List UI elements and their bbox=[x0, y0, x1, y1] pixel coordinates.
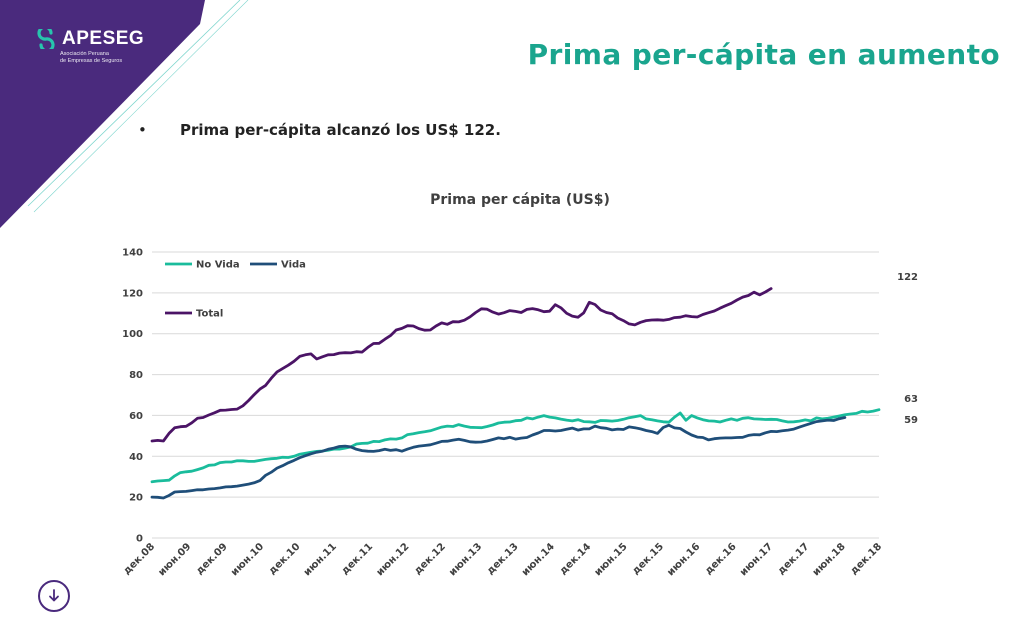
x-tick-label: июн.10 bbox=[229, 541, 266, 578]
x-tick-label: июн.15 bbox=[593, 541, 630, 578]
y-tick-label: 0 bbox=[136, 534, 143, 545]
slide-title: Prima per-cápita en aumento bbox=[527, 38, 1000, 71]
corner-decoration bbox=[0, 0, 249, 228]
x-tick-label: июн.18 bbox=[811, 541, 848, 578]
x-tick-label: июн.16 bbox=[665, 541, 702, 578]
x-tick-label: дек.18 bbox=[849, 541, 885, 577]
y-axis-ticks: 0 20 40 60 80 100 120 140 bbox=[122, 248, 143, 545]
legend-label: Total bbox=[196, 309, 223, 320]
legend-label: No Vida bbox=[196, 260, 240, 271]
x-tick-label: дек.11 bbox=[340, 541, 376, 577]
end-label-total: 122 bbox=[897, 272, 918, 283]
x-tick-label: дек.09 bbox=[194, 541, 230, 577]
scroll-down-button[interactable] bbox=[38, 580, 70, 612]
x-tick-label: июн.13 bbox=[447, 541, 484, 578]
x-tick-label: дек.10 bbox=[267, 541, 303, 577]
logo-tagline-line-1: Asociación Peruana bbox=[60, 51, 109, 57]
chart-title: Prima per cápita (US$) bbox=[430, 192, 610, 208]
end-value-labels: 63 59 122 bbox=[897, 272, 918, 426]
chart-gridlines bbox=[152, 251, 879, 539]
end-label-no-vida: 63 bbox=[904, 394, 918, 405]
x-tick-label: июн.12 bbox=[375, 541, 412, 578]
logo-wordmark: APESEG bbox=[62, 28, 145, 49]
y-tick-label: 40 bbox=[129, 452, 143, 463]
x-axis-ticks: дек.08 июн.09 дек.09 июн.10 дек.10 июн.11 дек.… bbox=[122, 541, 885, 578]
chart-series bbox=[150, 287, 881, 500]
bullet-text: Prima per-cápita alcanzó los US$ 122. bbox=[180, 121, 501, 139]
x-tick-label: июн.14 bbox=[520, 541, 557, 578]
apeseg-logo-mark-icon bbox=[37, 29, 55, 49]
series-line-no-vida bbox=[150, 408, 881, 484]
y-tick-label: 100 bbox=[122, 329, 143, 340]
chart-legend: No Vida Vida Total bbox=[165, 260, 306, 320]
legend-label: Vida bbox=[281, 260, 306, 271]
end-label-vida: 59 bbox=[904, 415, 918, 426]
x-tick-label: дек.12 bbox=[412, 541, 448, 577]
y-tick-label: 60 bbox=[129, 411, 143, 422]
x-tick-label: дек.16 bbox=[703, 541, 739, 577]
x-tick-label: июн.17 bbox=[738, 541, 775, 578]
apeseg-logo: APESEG Asociación Peruana de Empresas de… bbox=[36, 28, 144, 65]
x-tick-label: дек.15 bbox=[630, 541, 666, 577]
y-tick-label: 20 bbox=[129, 493, 143, 504]
arrow-down-circle-icon bbox=[49, 589, 59, 602]
x-tick-label: дек.14 bbox=[558, 541, 594, 577]
y-tick-label: 120 bbox=[122, 288, 143, 299]
x-tick-label: июн.11 bbox=[302, 541, 339, 578]
x-tick-label: дек.13 bbox=[485, 541, 521, 577]
series-line-vida bbox=[150, 416, 847, 500]
logo-tagline-line-2: de Empresas de Seguros bbox=[60, 58, 123, 64]
y-tick-label: 80 bbox=[129, 370, 143, 381]
x-tick-label: дек.08 bbox=[122, 541, 158, 577]
bullet-symbol: • bbox=[138, 121, 147, 139]
x-tick-label: июн.09 bbox=[156, 541, 193, 578]
series-line-total bbox=[150, 287, 773, 443]
y-tick-label: 140 bbox=[122, 248, 143, 259]
x-tick-label: дек.17 bbox=[776, 541, 812, 577]
